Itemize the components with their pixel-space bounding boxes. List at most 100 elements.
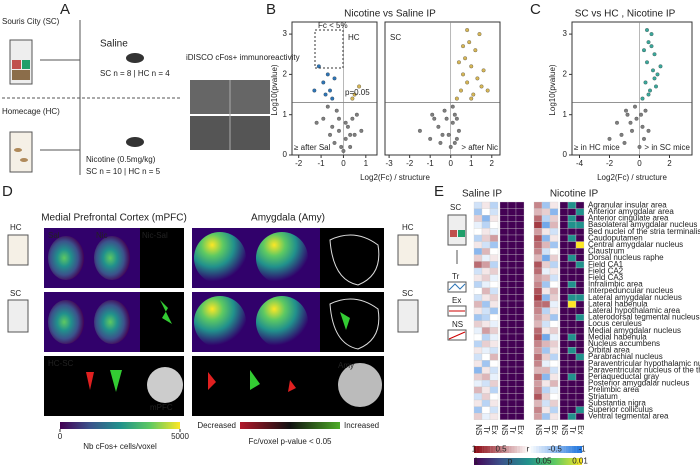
x-tick-label: -4 bbox=[576, 159, 584, 168]
heatmap-cell bbox=[559, 234, 569, 242]
heatmap-cell bbox=[507, 386, 517, 394]
heatmap-cell bbox=[541, 314, 551, 321]
colorbar-step bbox=[536, 446, 539, 453]
heatmap-cell bbox=[473, 208, 483, 216]
heatmap-cell bbox=[559, 287, 569, 295]
colorbar-step bbox=[538, 446, 542, 453]
point bbox=[332, 140, 337, 145]
column-label: NS bbox=[534, 424, 543, 435]
heatmap-cell bbox=[499, 393, 509, 401]
row-label: Medial amygdalar nucleus bbox=[588, 326, 681, 335]
point bbox=[465, 28, 470, 33]
colorbar-step bbox=[490, 446, 493, 453]
heatmap-cell bbox=[499, 215, 509, 222]
heatmap-cell bbox=[481, 320, 491, 328]
heatmap-cell bbox=[515, 353, 525, 361]
panel-a-art bbox=[2, 20, 270, 175]
row-label: Periaqueductal gray bbox=[588, 372, 659, 381]
heatmap-cell bbox=[533, 320, 543, 328]
heatmap-cell bbox=[567, 353, 577, 361]
colorbar-step bbox=[530, 446, 534, 453]
heatmap-cell bbox=[489, 413, 499, 420]
heatmap-cell bbox=[481, 307, 491, 315]
heatmap-cell bbox=[473, 267, 483, 275]
label: Fc/voxel p-value < 0.05 bbox=[249, 437, 332, 446]
y-tick-label: 3 bbox=[563, 29, 568, 38]
heatmap-cell bbox=[499, 281, 509, 288]
heatmap-cell bbox=[481, 267, 491, 275]
column-label: Tr bbox=[482, 426, 491, 434]
point bbox=[481, 68, 486, 73]
point bbox=[643, 80, 648, 85]
colorbar-step bbox=[492, 446, 496, 453]
row-label: Posterior amygdalar nucleus bbox=[588, 379, 689, 388]
point bbox=[646, 92, 651, 97]
label: SC vs HC , Nicotine IP bbox=[575, 9, 676, 20]
heatmap-cell bbox=[559, 380, 569, 387]
heatmap-cell bbox=[559, 215, 569, 222]
heatmap-cell bbox=[575, 380, 585, 387]
heatmap-cell bbox=[549, 221, 559, 229]
heatmap-cell bbox=[533, 366, 543, 374]
p-colorbar bbox=[474, 458, 582, 465]
heatmap-cell bbox=[489, 267, 499, 275]
heatmap-cell bbox=[499, 221, 509, 229]
point bbox=[328, 132, 332, 137]
point bbox=[640, 96, 645, 101]
heatmap-cell bbox=[481, 300, 491, 308]
heatmap-cell bbox=[567, 340, 577, 348]
heatmap-cell bbox=[533, 294, 543, 302]
heatmap-cell bbox=[515, 393, 525, 401]
heatmap-cell bbox=[549, 340, 559, 348]
heatmap-cell bbox=[575, 399, 585, 407]
heatmap-cell bbox=[533, 300, 543, 308]
heatmap-cell bbox=[515, 294, 525, 302]
row-label: Claustrum bbox=[588, 247, 625, 256]
column-label: Tr bbox=[508, 426, 517, 434]
heatmap-cell bbox=[489, 274, 499, 282]
point bbox=[467, 40, 472, 45]
colorbar-step bbox=[573, 446, 577, 453]
heatmap-cell bbox=[575, 241, 585, 249]
heatmap-cell bbox=[499, 386, 509, 394]
colorbar-step bbox=[517, 446, 520, 453]
heatmap-cell bbox=[549, 327, 559, 335]
point bbox=[643, 108, 648, 113]
group-label: HC bbox=[10, 223, 22, 232]
point bbox=[432, 116, 437, 121]
heatmap-cell bbox=[567, 215, 577, 222]
colorbar-step bbox=[484, 446, 488, 453]
point bbox=[354, 112, 359, 117]
row-label: Locus ceruleus bbox=[588, 319, 642, 328]
label: SC n = 10 | HC n = 5 bbox=[86, 167, 161, 176]
heatmap-cell bbox=[507, 274, 517, 282]
heatmap-cell bbox=[481, 360, 491, 368]
heatmap-cell bbox=[567, 254, 577, 262]
colorbar-step bbox=[565, 446, 569, 453]
column-label: NS bbox=[560, 424, 569, 435]
heatmap-cell bbox=[549, 413, 559, 420]
point bbox=[630, 128, 634, 133]
heatmap-cell bbox=[575, 386, 585, 394]
heatmap-cell bbox=[549, 274, 559, 282]
point bbox=[350, 96, 355, 101]
heatmap-cell bbox=[481, 366, 491, 374]
heatmap-cell bbox=[489, 208, 499, 216]
heatmap-cell bbox=[533, 393, 543, 401]
heatmap-cell bbox=[481, 248, 491, 255]
point bbox=[637, 144, 642, 149]
heatmap-cell bbox=[507, 300, 517, 308]
heatmap-cell bbox=[549, 333, 559, 341]
heatmap-cell bbox=[541, 406, 551, 414]
heatmap-cell bbox=[549, 228, 559, 236]
heatmap-cell bbox=[559, 314, 569, 321]
point bbox=[473, 48, 478, 53]
x-axis-title: Log2(Fc) / structure bbox=[360, 173, 430, 182]
label: Decreased bbox=[197, 421, 236, 430]
colorbar-step bbox=[544, 446, 547, 453]
heatmap-cell bbox=[473, 274, 483, 282]
fc-box bbox=[314, 29, 344, 69]
point bbox=[469, 96, 474, 101]
heatmap-cell bbox=[541, 267, 551, 275]
heatmap-cell bbox=[515, 333, 525, 341]
